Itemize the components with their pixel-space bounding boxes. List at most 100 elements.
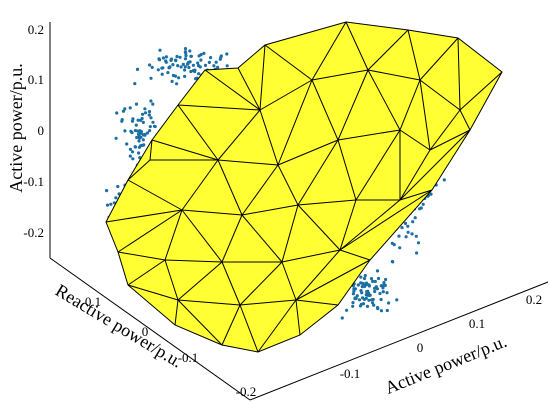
mesh-edge — [117, 209, 183, 253]
scatter-point — [125, 142, 129, 146]
hull-outline — [105, 21, 503, 353]
mesh-edge — [221, 304, 241, 346]
scatter-point — [362, 276, 367, 281]
z-axis-ticks: 0.2 0.1 0 -0.1 -0.2 — [23, 22, 44, 240]
scatter-point — [175, 54, 179, 59]
scatter-point — [158, 48, 162, 52]
scatter-point — [365, 304, 370, 308]
scatter-point — [196, 61, 200, 65]
scatter-point — [189, 69, 193, 74]
mesh-edge — [241, 214, 283, 263]
scatter-point — [373, 289, 377, 294]
scatter-point — [169, 57, 174, 61]
mesh-edge — [277, 164, 299, 206]
mesh-edge — [429, 109, 461, 151]
mesh-edge — [259, 79, 313, 111]
scatter-point — [140, 116, 144, 121]
scatter-point — [410, 232, 414, 236]
mesh-edge — [177, 104, 261, 111]
scatter-point — [364, 293, 368, 297]
scatter-point — [114, 196, 118, 200]
scatter-point — [131, 157, 135, 161]
scatter-point — [397, 234, 401, 238]
axes — [49, 22, 549, 401]
scatter-point — [379, 297, 383, 302]
mesh-edge — [407, 29, 421, 81]
mesh-edge — [217, 159, 243, 216]
scatter-point — [415, 251, 419, 255]
mesh-edge — [399, 149, 431, 201]
mesh-edge — [264, 44, 313, 81]
scatter-point — [156, 68, 160, 72]
x-tick-label: 0.2 — [526, 292, 542, 307]
scatter-point — [147, 113, 151, 117]
mesh-edge — [295, 259, 371, 301]
mesh-edge — [127, 284, 179, 301]
scatter-point — [379, 284, 383, 288]
mesh-edge — [457, 37, 461, 111]
scatter-point — [148, 63, 152, 67]
scatter-point — [177, 76, 181, 80]
scatter-point — [411, 220, 415, 224]
mesh-edge — [337, 69, 369, 141]
mesh-edge — [419, 79, 431, 151]
mesh-edge — [105, 209, 183, 223]
scatter-point — [413, 216, 417, 220]
scatter-point — [351, 292, 355, 296]
scatter-point — [141, 112, 145, 116]
scatter-point — [140, 143, 144, 148]
scatter-point — [381, 286, 385, 290]
z-tick-label: -0.2 — [23, 225, 44, 240]
mesh-edge — [459, 109, 471, 131]
scatter-point — [214, 60, 218, 64]
scatter-point — [149, 99, 153, 103]
mesh-edge — [399, 129, 431, 151]
scatter-point — [133, 145, 137, 149]
scatter-point — [137, 151, 141, 155]
scatter-point — [385, 291, 389, 295]
scatter-point — [114, 136, 118, 140]
scatter-point — [184, 51, 188, 55]
scatter-point — [381, 290, 385, 294]
mesh-edge — [337, 139, 357, 201]
scatter-point — [364, 283, 368, 287]
scatter-point — [196, 64, 201, 68]
scatter-point — [167, 66, 171, 70]
mesh-edge — [311, 69, 369, 81]
mesh-edge — [277, 79, 313, 166]
mesh-edge — [399, 79, 421, 131]
mesh-edge — [297, 139, 339, 206]
scatter-point — [143, 132, 147, 136]
scatter-point — [406, 224, 410, 228]
mesh-edge — [297, 204, 341, 251]
mesh-edge — [177, 299, 241, 306]
scatter-point — [123, 129, 127, 133]
scatter-point — [370, 298, 374, 302]
scatter-point — [406, 230, 410, 234]
scatter-point — [371, 301, 375, 305]
scatter-point — [115, 111, 119, 115]
scatter-point — [130, 150, 135, 154]
scatter-point — [390, 259, 394, 264]
mesh-edge — [281, 204, 299, 263]
scatter-point — [352, 289, 356, 293]
scatter-point — [421, 202, 425, 206]
scatter-point — [173, 74, 178, 78]
mesh-edge — [221, 261, 241, 306]
scatter-point — [130, 131, 134, 135]
mesh-edge — [295, 249, 341, 301]
scatter-point — [150, 65, 154, 69]
scatter-point — [209, 56, 213, 60]
mesh-edge — [149, 139, 153, 161]
mesh-edge — [181, 159, 219, 211]
scatter-point — [416, 241, 421, 245]
scatter-point — [141, 120, 145, 124]
scatter-point — [181, 62, 185, 66]
scatter-point — [183, 47, 188, 51]
mesh-edge — [419, 79, 461, 111]
scatter-point — [359, 275, 363, 279]
mesh-edge — [295, 299, 301, 336]
mesh-edge — [259, 109, 279, 166]
scatter-point — [191, 63, 195, 67]
